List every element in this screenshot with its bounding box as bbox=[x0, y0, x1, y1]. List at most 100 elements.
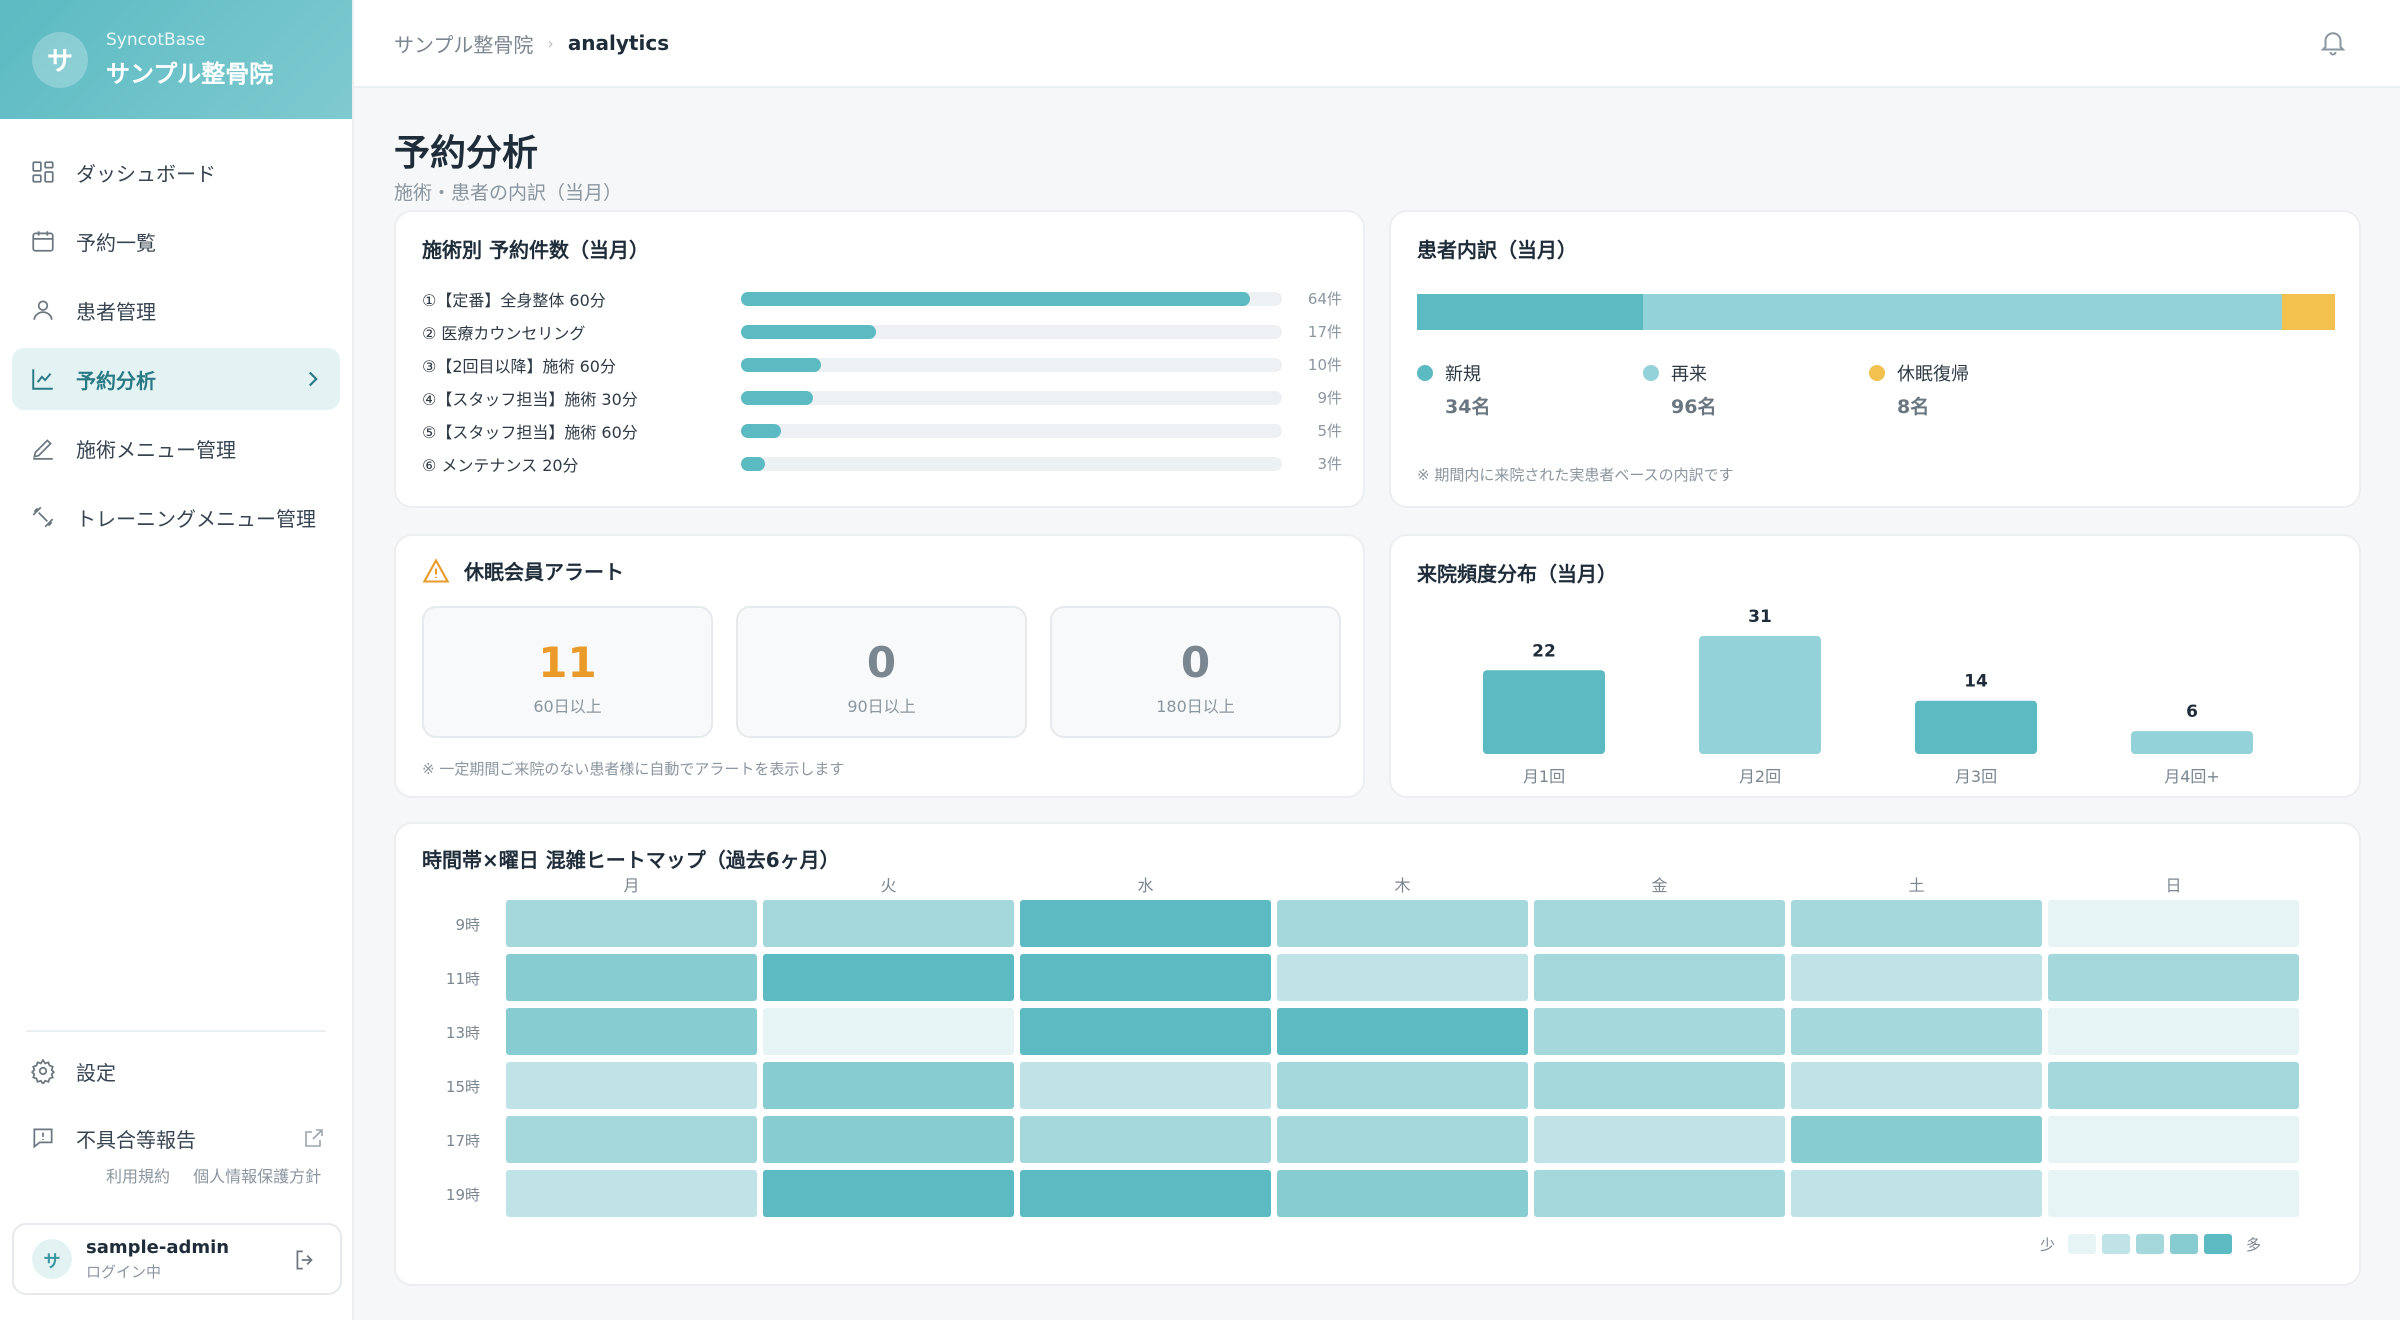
treatment-bar bbox=[741, 423, 782, 438]
external-link-icon bbox=[305, 1129, 323, 1147]
heatmap-cell bbox=[506, 1008, 757, 1055]
sidebar-item-label: 患者管理 bbox=[76, 299, 156, 324]
alert-label: 180日以上 bbox=[1156, 697, 1235, 716]
treatment-count: 64件 bbox=[1307, 290, 1343, 308]
warning-icon bbox=[422, 557, 450, 583]
heatmap-day-label: 火 bbox=[880, 876, 897, 895]
bell-icon[interactable] bbox=[2318, 26, 2348, 58]
patient-segment bbox=[2281, 294, 2335, 330]
heatmap-hour-label: 15時 bbox=[445, 1078, 480, 1096]
treatment-bar bbox=[741, 390, 813, 405]
legend-label: 新規 bbox=[1445, 364, 1481, 385]
heatmap-hour-label: 13時 bbox=[445, 1024, 480, 1042]
sidebar-item-label: 施術メニュー管理 bbox=[76, 437, 236, 462]
treatment-row: ⑤【スタッフ担当】施術 60分 5件 bbox=[422, 414, 1342, 447]
user-icon bbox=[30, 297, 56, 323]
heatmap-day-label: 土 bbox=[1908, 876, 1925, 895]
pen-icon bbox=[30, 435, 56, 461]
heatmap-cell bbox=[1791, 1062, 2042, 1109]
frequency-card: 来院頻度分布（当月） 22 月1回 31 月2回 14 月3回 6 月4回+ bbox=[1389, 534, 2361, 798]
sidebar-item-dashboard[interactable]: ダッシュボード bbox=[12, 141, 340, 203]
legend-dot bbox=[1869, 365, 1885, 381]
heatmap-cell bbox=[1277, 954, 1528, 1001]
heatmap-day-label: 月 bbox=[623, 876, 640, 895]
privacy-link[interactable]: 個人情報保護方針 bbox=[193, 1167, 322, 1186]
legend-label: 再来 bbox=[1671, 364, 1707, 385]
frequency-category-label: 月1回 bbox=[1523, 767, 1565, 786]
heatmap-day-label: 金 bbox=[1651, 876, 1668, 895]
frequency-value-label: 6 bbox=[2186, 702, 2198, 722]
sidebar-item-training-menu[interactable]: トレーニングメニュー管理 bbox=[12, 486, 340, 548]
treatment-card: 施術別 予約件数（当月） ①【定番】全身整体 60分 64件 ② 医療カウンセリング… bbox=[394, 210, 1365, 508]
frequency-value-label: 14 bbox=[1964, 672, 1988, 692]
legend-value: 8名 bbox=[1897, 396, 1930, 418]
legend-dormant-return: 休眠復帰 8名 bbox=[1869, 360, 1969, 419]
treatment-bar bbox=[741, 291, 1250, 306]
patient-note: ※ 期間内に来院された実患者ベースの内訳です bbox=[1417, 466, 1734, 484]
heatmap-cell bbox=[2048, 1062, 2299, 1109]
patient-segment bbox=[1417, 294, 1644, 330]
heatmap-cell bbox=[1277, 900, 1528, 947]
alert-box-180[interactable]: 0 180日以上 bbox=[1050, 606, 1341, 738]
brand-header[interactable]: サ SyncotBase サンプル整骨院 bbox=[0, 0, 352, 119]
brand-avatar: サ bbox=[32, 31, 88, 88]
sidebar-item-reservations[interactable]: 予約一覧 bbox=[12, 210, 340, 272]
heatmap-cell bbox=[1534, 1008, 1785, 1055]
heatmap-cell bbox=[2048, 1008, 2299, 1055]
heatmap-hour-label: 17時 bbox=[445, 1132, 480, 1150]
treatment-label: ⑥ メンテナンス 20分 bbox=[422, 455, 579, 475]
gear-icon bbox=[30, 1058, 56, 1084]
sidebar-nav: ダッシュボード 予約一覧 患者管理 予約分析 施術メニュー管理 bbox=[0, 119, 352, 548]
heatmap-legend-swatch bbox=[2204, 1234, 2232, 1254]
treatment-label: ③【2回目以降】施術 60分 bbox=[422, 356, 616, 376]
chart-line-icon bbox=[30, 366, 56, 392]
treatment-row: ④【スタッフ担当】施術 30分 9件 bbox=[422, 381, 1342, 414]
frequency-bar bbox=[1915, 700, 2037, 754]
avatar: サ bbox=[32, 1239, 72, 1279]
treatment-bar-track bbox=[741, 324, 1283, 339]
sidebar-item-label: 予約分析 bbox=[76, 368, 156, 393]
heatmap-cell bbox=[506, 1116, 757, 1163]
heatmap-cell bbox=[1791, 1008, 2042, 1055]
terms-link[interactable]: 利用規約 bbox=[106, 1167, 171, 1186]
heatmap-cell bbox=[1791, 1170, 2042, 1217]
frequency-value-label: 31 bbox=[1748, 607, 1772, 627]
treatment-count: 17件 bbox=[1307, 323, 1343, 341]
sidebar-item-label: 設定 bbox=[76, 1060, 116, 1085]
sidebar-item-patients[interactable]: 患者管理 bbox=[12, 279, 340, 341]
heatmap-legend-high: 多 bbox=[2246, 1236, 2262, 1254]
heatmap-cell bbox=[1277, 1170, 1528, 1217]
treatment-label: ①【定番】全身整体 60分 bbox=[422, 290, 606, 310]
logout-icon[interactable] bbox=[292, 1247, 318, 1273]
treatment-label: ④【スタッフ担当】施術 30分 bbox=[422, 389, 638, 409]
treatment-label: ⑤【スタッフ担当】施術 60分 bbox=[422, 422, 638, 442]
sidebar-item-analytics[interactable]: 予約分析 bbox=[12, 348, 340, 410]
alert-box-60[interactable]: 11 60日以上 bbox=[422, 606, 713, 738]
heatmap-card: 時間帯×曜日 混雑ヒートマップ（過去6ヶ月） 月 火 水 木 金 土 日 9時 11時 13時 15… bbox=[394, 822, 2361, 1286]
legend-dot bbox=[1417, 365, 1433, 381]
heatmap-cell bbox=[763, 1116, 1014, 1163]
sidebar-item-report[interactable]: 不具合等報告 bbox=[12, 1107, 340, 1169]
heatmap-cell bbox=[1277, 1008, 1528, 1055]
sidebar-item-treatment-menu[interactable]: 施術メニュー管理 bbox=[12, 417, 340, 479]
legend-dot bbox=[1643, 365, 1659, 381]
treatment-row: ①【定番】全身整体 60分 64件 bbox=[422, 282, 1342, 315]
frequency-bar bbox=[1699, 636, 1821, 754]
breadcrumb-root[interactable]: サンプル整骨院 bbox=[394, 32, 534, 57]
heatmap-cell bbox=[1020, 900, 1271, 947]
sidebar: サ SyncotBase サンプル整骨院 ダッシュボード 予約一覧 患者管理 bbox=[0, 0, 354, 1320]
heatmap-cell bbox=[1534, 954, 1785, 1001]
frequency-bar bbox=[1483, 670, 1605, 754]
heatmap-cell bbox=[1020, 1170, 1271, 1217]
user-name: sample-admin bbox=[86, 1236, 230, 1258]
patient-breakdown-card: 患者内訳（当月） 新規 34名 再来 96名 休眠復帰 8名 ※ 期間内に来院さ… bbox=[1389, 210, 2361, 508]
calendar-icon bbox=[30, 228, 56, 254]
heatmap-cell bbox=[2048, 1116, 2299, 1163]
alert-box-90[interactable]: 0 90日以上 bbox=[736, 606, 1027, 738]
heatmap-legend-swatch bbox=[2102, 1234, 2130, 1254]
treatment-bar-track bbox=[741, 357, 1283, 372]
brand-sub: SyncotBase bbox=[106, 30, 206, 50]
alert-title-text: 休眠会員アラート bbox=[464, 560, 624, 584]
chevron-right-icon bbox=[308, 371, 318, 387]
sidebar-item-settings[interactable]: 設定 bbox=[12, 1040, 340, 1102]
